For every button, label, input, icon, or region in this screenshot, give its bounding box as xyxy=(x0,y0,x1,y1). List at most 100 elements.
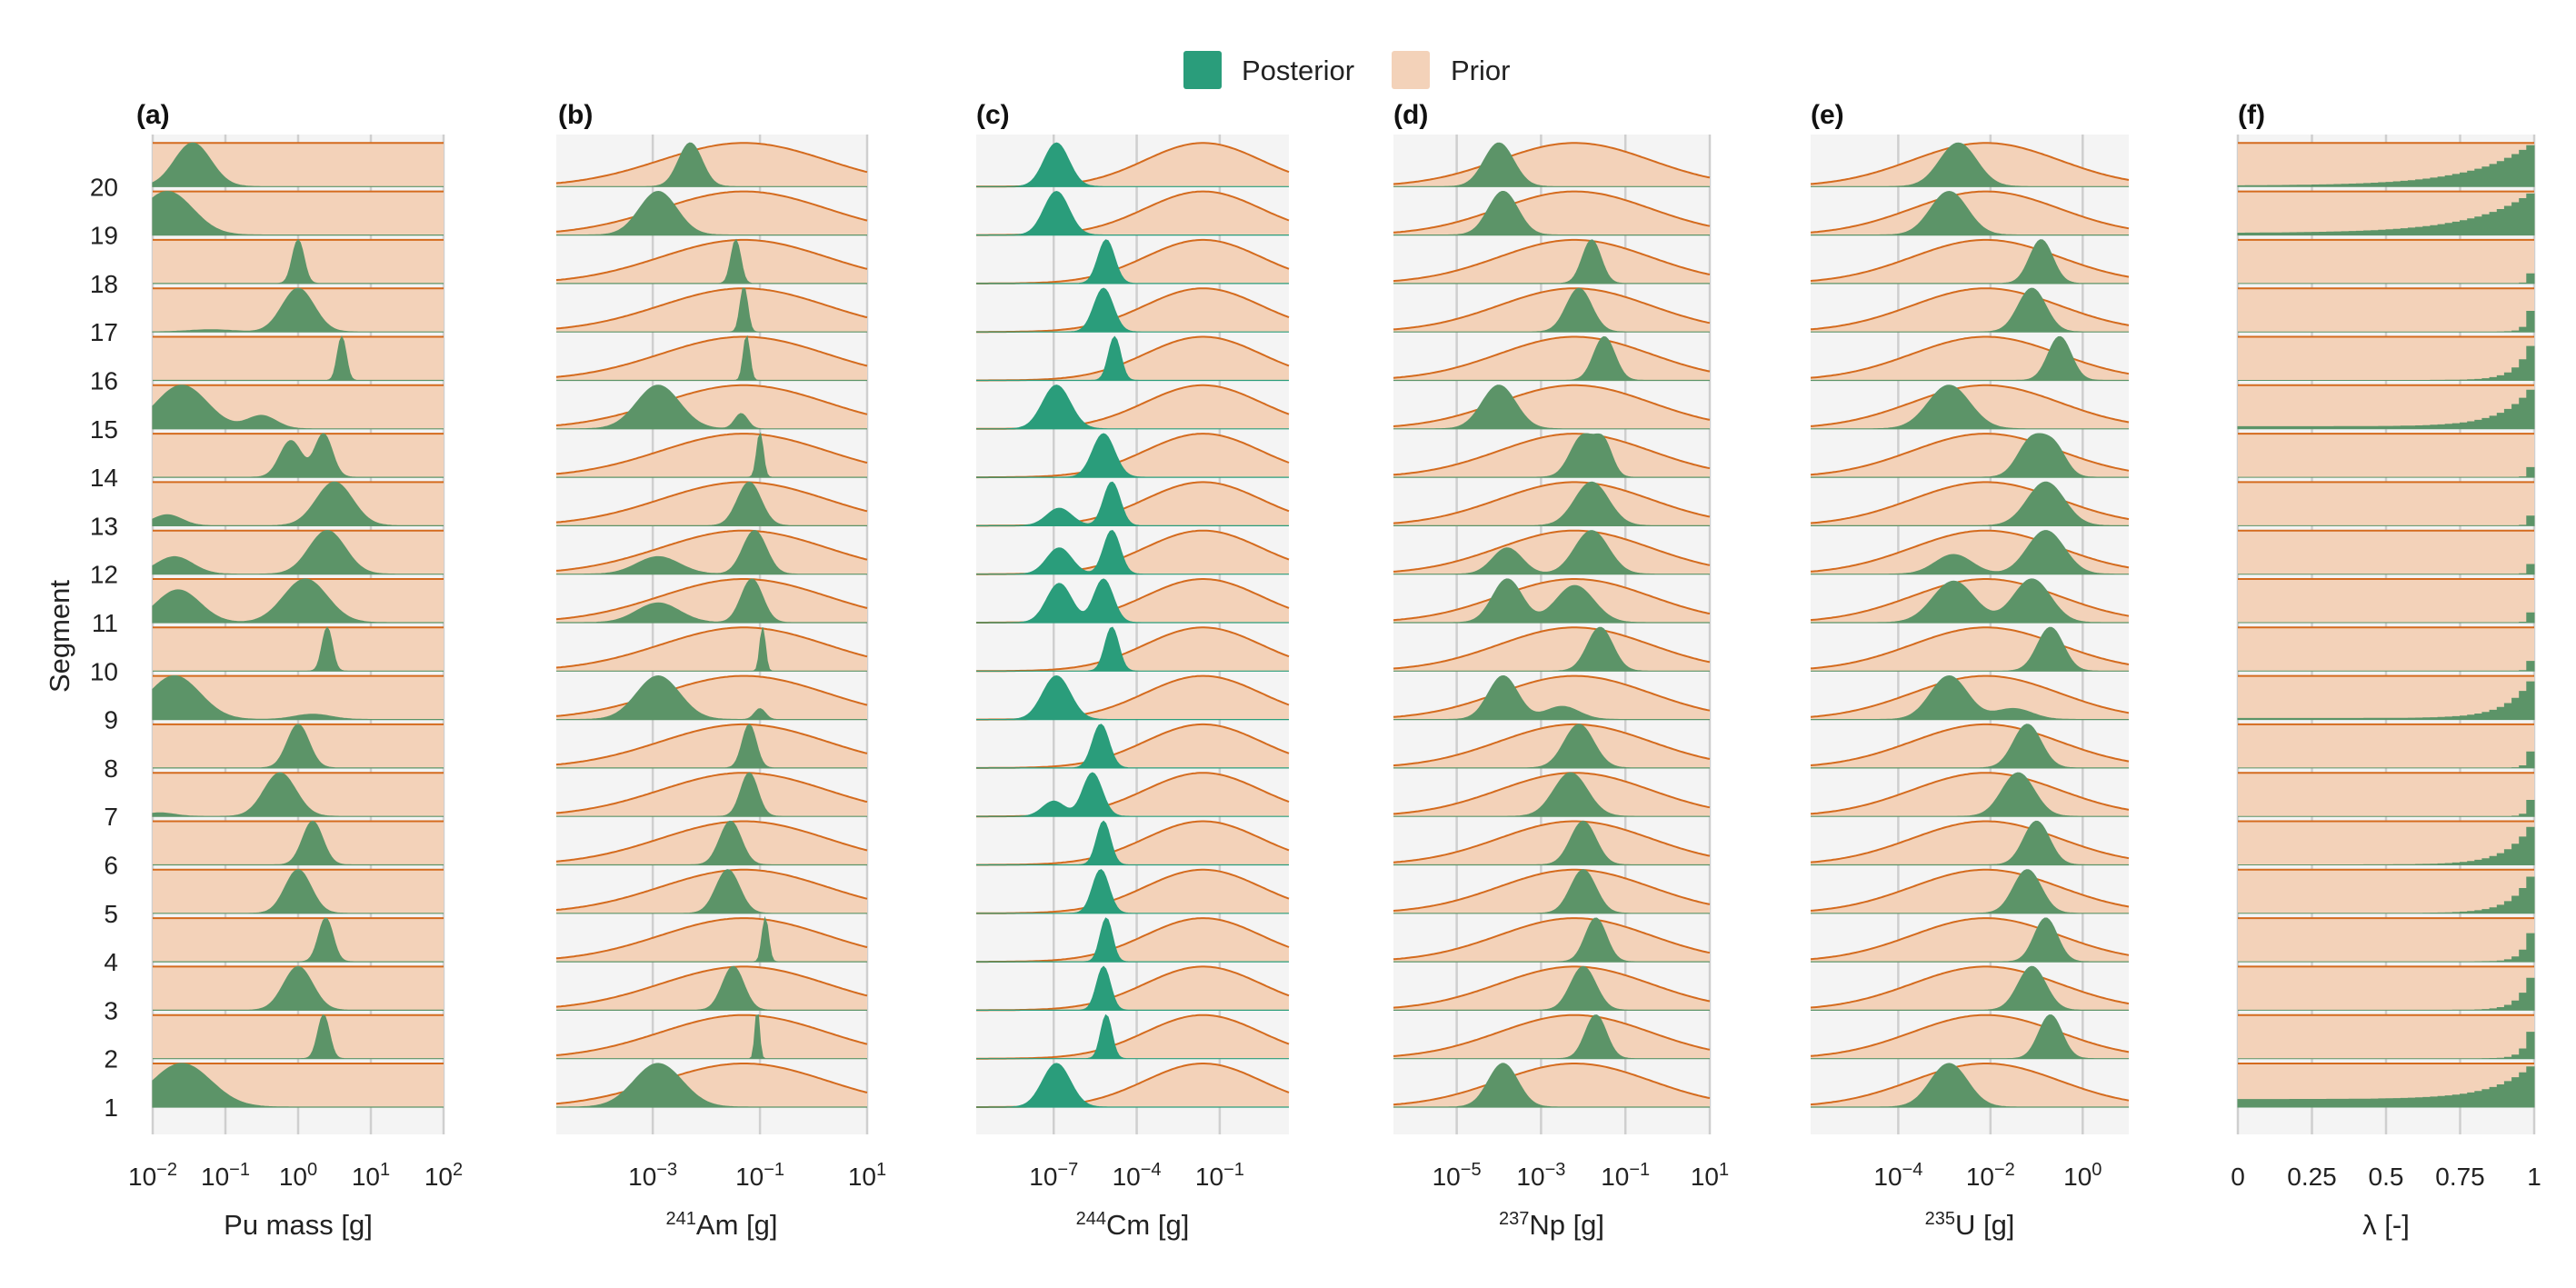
ridge-segment-10 xyxy=(976,626,1290,673)
posterior-density xyxy=(152,384,444,430)
prior-density xyxy=(976,239,1289,284)
x-tick-label: 100 xyxy=(2063,1160,2102,1191)
prior-density xyxy=(976,966,1289,1011)
posterior-histogram xyxy=(2238,311,2535,333)
posterior-density xyxy=(1811,724,2129,769)
posterior-density xyxy=(556,869,867,914)
posterior-histogram xyxy=(2238,661,2535,672)
posterior-density xyxy=(1393,142,1710,187)
x-axis-label-b: 241Am [g] xyxy=(666,1209,778,1241)
ridge-segment-1 xyxy=(152,1063,444,1108)
posterior-histogram xyxy=(2237,1066,2535,1108)
ridge-segment-17 xyxy=(555,287,868,333)
ridge-segment-12 xyxy=(1393,529,1711,575)
prior-outline xyxy=(555,142,868,185)
prior-density xyxy=(2238,773,2534,817)
ridge-segment-2 xyxy=(976,1013,1290,1060)
posterior-density xyxy=(1811,772,2129,817)
ridge-segment-7 xyxy=(1810,772,2130,817)
ridge-segment-10 xyxy=(555,626,868,672)
prior-density xyxy=(2238,434,2534,478)
prior-density xyxy=(976,143,1289,187)
x-tick-label: 101 xyxy=(848,1160,886,1191)
x-tick-label: 1 xyxy=(2527,1163,2541,1191)
ridge-segment-20 xyxy=(1393,142,1711,187)
prior-outline xyxy=(555,965,868,1008)
posterior-density xyxy=(1393,530,1710,575)
prior-outline xyxy=(1810,868,2130,912)
ridge-segment-18 xyxy=(153,238,444,285)
y-tick-label: 1 xyxy=(104,1093,118,1122)
posterior-density xyxy=(1393,869,1710,914)
prior-density xyxy=(556,288,867,333)
ridge-segment-9 xyxy=(1393,674,1711,721)
ridge-segment-7 xyxy=(1393,772,1711,817)
posterior-density xyxy=(153,965,444,1011)
ridge-segment-17 xyxy=(1393,287,1711,333)
ridge-segment-10 xyxy=(2238,626,2535,672)
posterior-histogram xyxy=(2238,564,2535,575)
prior-density xyxy=(2238,966,2534,1011)
panel-label-d: (d) xyxy=(1393,100,1428,130)
prior-outline xyxy=(1393,1013,1711,1057)
posterior-density xyxy=(1393,965,1710,1011)
ridge-segment-14 xyxy=(1393,433,1711,478)
posterior-density xyxy=(153,433,444,478)
prior-density xyxy=(556,482,867,526)
ridge-segment-11 xyxy=(976,578,1290,624)
ridge-segment-13 xyxy=(152,481,444,526)
posterior-density xyxy=(1811,1014,2129,1060)
prior-density xyxy=(976,579,1289,623)
prior-outline xyxy=(1810,674,2130,718)
prior-density xyxy=(976,482,1289,526)
prior-outline xyxy=(1393,238,1711,283)
legend-prior-label: Prior xyxy=(1451,55,1510,86)
prior-density xyxy=(2238,869,2534,914)
x-tick-label: 10−3 xyxy=(1516,1160,1565,1191)
prior-outline xyxy=(1393,384,1711,427)
prior-density xyxy=(976,434,1289,478)
ridge-segment-19 xyxy=(1393,190,1711,236)
x-axis-label-f: λ [-] xyxy=(2362,1209,2410,1241)
ridge-segment-16 xyxy=(1393,335,1711,382)
ridge-segment-8 xyxy=(555,723,868,769)
y-tick-label: 7 xyxy=(104,803,118,831)
ridge-segment-6 xyxy=(555,820,868,866)
prior-outline xyxy=(1393,723,1711,767)
ridge-segment-16 xyxy=(153,335,444,382)
prior-outline xyxy=(555,190,868,233)
posterior-density xyxy=(1393,724,1710,769)
ridge-segment-15 xyxy=(152,384,444,430)
prior-outline xyxy=(1810,529,2130,573)
prior-outline xyxy=(555,335,868,378)
posterior-density xyxy=(556,190,867,236)
posterior-histogram xyxy=(2238,977,2535,1011)
x-tick-label: 101 xyxy=(1691,1160,1729,1191)
prior-outline xyxy=(1393,1063,1711,1106)
ridge-segment-13 xyxy=(2238,481,2535,526)
prior-outline xyxy=(1810,626,2130,670)
posterior-density xyxy=(152,1063,444,1108)
y-tick-label: 20 xyxy=(90,173,118,201)
prior-density xyxy=(2238,482,2534,526)
posterior-density xyxy=(1811,190,2129,236)
posterior-density xyxy=(1811,869,2129,914)
ridge-segment-5 xyxy=(555,868,868,914)
ridge-segment-8 xyxy=(1810,723,2130,769)
posterior-density xyxy=(556,627,867,672)
ridge-segment-19 xyxy=(555,190,868,236)
posterior-density xyxy=(556,142,867,187)
posterior-density xyxy=(976,481,1289,526)
posterior-histogram xyxy=(2238,876,2535,914)
prior-outline xyxy=(555,481,868,524)
posterior-density xyxy=(153,238,444,285)
prior-density xyxy=(153,627,444,672)
ridge-segment-8 xyxy=(976,723,1290,769)
posterior-histogram xyxy=(2238,345,2535,381)
posterior-density xyxy=(1393,578,1710,624)
prior-outline xyxy=(555,1013,868,1056)
ridge-segment-7 xyxy=(976,772,1290,818)
prior-outline xyxy=(1810,190,2130,234)
posterior-density xyxy=(153,724,444,769)
ridge-segment-9 xyxy=(2237,674,2535,721)
